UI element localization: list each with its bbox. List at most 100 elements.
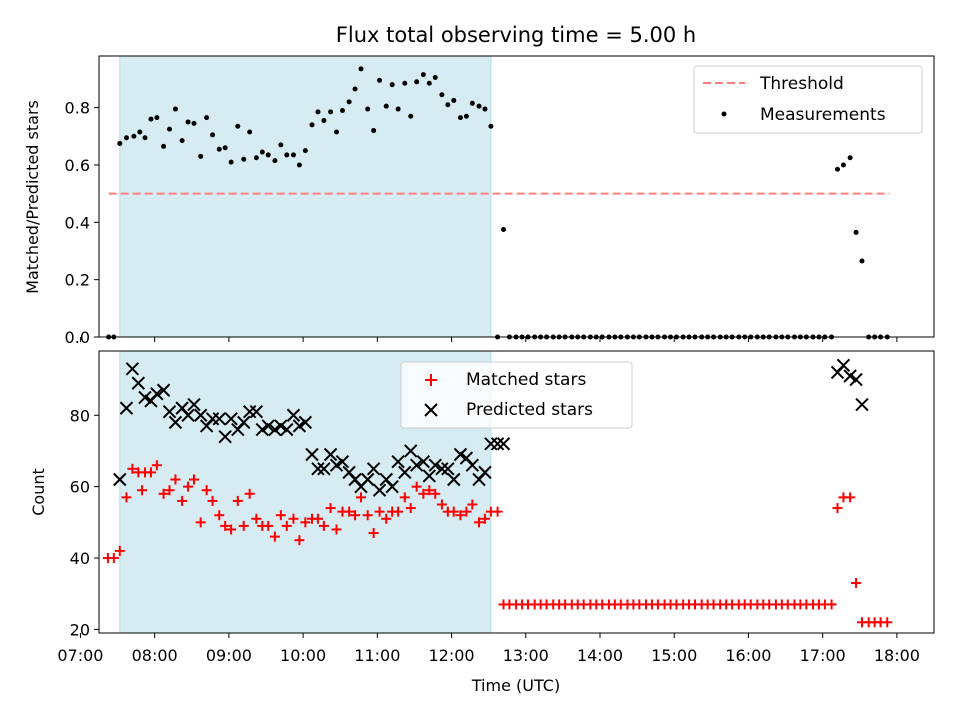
measurement-point <box>835 166 841 172</box>
measurement-point <box>235 123 241 129</box>
predicted-star-point <box>168 415 183 430</box>
x-tick-label: 12:00 <box>429 646 475 665</box>
measurement-point <box>241 156 247 162</box>
matched-star-point <box>275 510 286 521</box>
bottom-legend: Matched stars Predicted stars <box>400 361 633 429</box>
matched-star-point <box>368 528 379 539</box>
matched-star-point <box>344 506 355 517</box>
matched-star-point <box>882 617 893 628</box>
top-legend-box <box>693 65 923 134</box>
y-tick-label: 0.2 <box>65 271 90 290</box>
predicted-star-point <box>404 444 418 458</box>
matched-star-point <box>114 545 125 556</box>
measurement-point <box>228 159 234 165</box>
measurement-point <box>172 106 178 112</box>
y-tick-label: 0.8 <box>65 99 90 118</box>
measurement-point <box>402 80 408 86</box>
count-points <box>102 358 893 628</box>
measurement-point <box>216 146 222 152</box>
x-tick-label: 14:00 <box>577 646 623 665</box>
measurement-point <box>328 109 334 115</box>
predicted-star-point <box>416 454 431 469</box>
predicted-star-point <box>447 472 461 487</box>
matched-star-point <box>164 485 175 496</box>
predicted-star-point <box>150 387 164 401</box>
x-tick-label: 16:00 <box>725 646 771 665</box>
measurement-point <box>247 129 253 135</box>
matched-star-point <box>851 578 862 589</box>
matched-star-point <box>170 474 181 485</box>
measurement-point <box>296 162 302 168</box>
predicted-star-point <box>113 472 127 487</box>
matched-star-point <box>845 492 856 503</box>
predicted-star-point <box>849 372 863 387</box>
predicted-star-point <box>224 412 238 426</box>
matched-star-point <box>288 513 299 524</box>
matched-star-point <box>455 510 466 521</box>
measurement-point <box>482 106 488 112</box>
matched-star-point <box>269 531 280 542</box>
predicted-star-point <box>385 479 399 494</box>
predicted-star-point <box>305 447 319 462</box>
predicted-star-point <box>193 408 208 422</box>
y-tick-label: 0.6 <box>65 156 90 175</box>
measurement-point <box>445 102 451 108</box>
matched-star-point <box>331 524 342 535</box>
measurement-point <box>383 103 389 109</box>
x-tick-label: 07:00 <box>57 646 103 665</box>
matched-star-point <box>405 503 416 514</box>
predicted-star-point <box>366 462 381 476</box>
measurement-point <box>315 109 321 115</box>
x-tick-label: 15:00 <box>651 646 697 665</box>
measurement-point <box>117 140 123 146</box>
matched-star-point <box>177 495 188 506</box>
matched-star-point <box>127 463 138 474</box>
measurements-points <box>106 66 890 340</box>
matched-star-point <box>207 495 218 506</box>
measurement-point <box>414 79 420 85</box>
predicted-star-point <box>855 397 869 412</box>
predicted-star-point <box>372 483 387 497</box>
predicted-star-point <box>268 422 282 437</box>
matched-legend-swatch <box>425 374 437 386</box>
predicted-star-point <box>490 437 505 451</box>
predicted-star-point <box>422 469 436 483</box>
measurement-point <box>352 86 358 92</box>
matched-star-point <box>121 492 132 503</box>
matched-star-point <box>226 524 237 535</box>
predicted-star-point <box>298 415 313 430</box>
predicted-star-point <box>156 383 171 397</box>
x-tick-label: 13:00 <box>503 646 549 665</box>
matched-star-point <box>281 520 292 531</box>
predicted-star-point <box>181 408 195 422</box>
predicted-star-point <box>131 376 146 390</box>
x-tick-label: 17:00 <box>800 646 846 665</box>
measurement-point <box>259 149 265 155</box>
x-tick-label: 18:00 <box>874 646 920 665</box>
matched-star-point <box>479 513 490 524</box>
predicted-star-point <box>274 419 288 433</box>
matched-star-point <box>399 492 410 503</box>
predicted-star-point <box>398 465 412 480</box>
matched-star-point <box>263 520 274 531</box>
measurement-point <box>476 103 482 109</box>
top-x-ticks <box>79 337 898 342</box>
top-panel: 0.0 0.2 0.4 0.6 0.8 Flux total observing tim… <box>23 23 935 347</box>
x-tick-label: 10:00 <box>280 646 326 665</box>
measurement-point <box>154 115 160 121</box>
matched-star-point <box>312 513 323 524</box>
measurement-point <box>167 126 173 132</box>
measurement-point <box>463 113 469 119</box>
matched-star-point <box>300 517 311 528</box>
predicted-star-point <box>317 462 331 476</box>
bottom-y-axis-label: Count <box>29 468 48 516</box>
matched-star-point <box>189 474 200 485</box>
observing-window-shade <box>119 55 492 338</box>
predicted-star-point <box>453 447 468 462</box>
measurement-point <box>198 153 204 159</box>
measurement-point <box>346 99 352 105</box>
measurement-point <box>321 118 327 124</box>
predicted-star-point <box>323 447 338 462</box>
predicted-star-point <box>237 415 251 430</box>
measurement-point <box>408 113 414 119</box>
